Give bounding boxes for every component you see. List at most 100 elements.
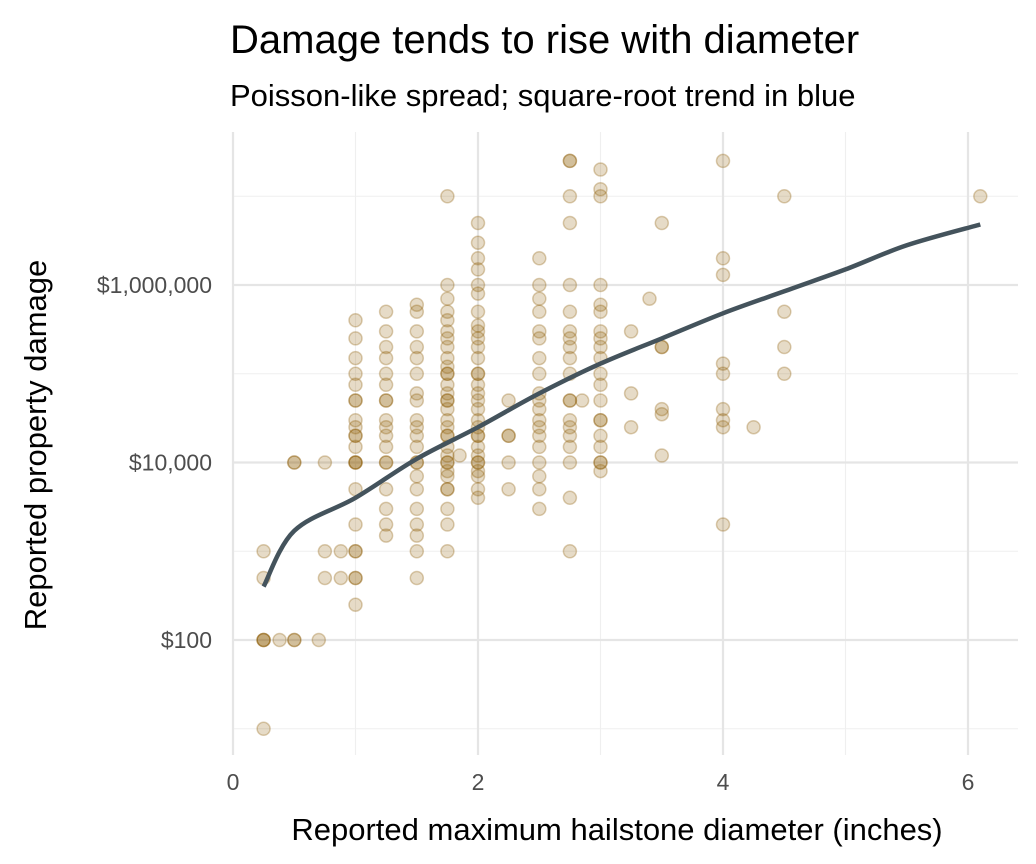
data-point	[348, 517, 363, 532]
data-point	[256, 632, 271, 648]
data-point	[440, 313, 455, 328]
data-point	[470, 324, 486, 339]
data-point	[501, 455, 516, 470]
data-point	[440, 501, 455, 517]
data-point	[532, 401, 547, 417]
y-axis-ticks: $100 $10,000 $1,000,000	[97, 272, 212, 653]
x-tick-label: 0	[227, 769, 240, 795]
data-point	[470, 386, 486, 401]
data-points	[256, 153, 988, 737]
data-point	[562, 439, 578, 455]
data-point	[440, 359, 455, 374]
data-point	[715, 356, 731, 371]
data-point	[562, 393, 578, 408]
data-point	[654, 406, 670, 422]
data-point	[440, 189, 455, 204]
data-point	[562, 215, 578, 231]
data-point	[378, 428, 394, 444]
data-point	[348, 313, 363, 328]
data-point	[378, 366, 394, 382]
data-point	[501, 428, 516, 444]
data-point	[715, 419, 731, 435]
data-point	[440, 393, 455, 408]
data-point	[440, 463, 455, 479]
data-point	[777, 339, 792, 355]
data-point	[311, 632, 327, 648]
data-point	[348, 544, 363, 559]
data-point	[470, 286, 486, 301]
y-tick-label: $10,000	[129, 450, 212, 476]
data-point	[378, 481, 394, 497]
data-point	[378, 455, 394, 470]
data-point	[562, 412, 578, 428]
data-point	[470, 468, 486, 484]
y-axis-title: Reported property damage	[18, 260, 53, 631]
data-point	[654, 215, 670, 231]
data-point	[348, 350, 363, 366]
data-point	[593, 189, 608, 204]
data-point	[562, 428, 578, 444]
data-point	[777, 304, 792, 319]
x-axis-title: Reported maximum hailstone diameter (inc…	[291, 812, 942, 847]
data-point	[409, 324, 425, 339]
data-point	[470, 215, 486, 231]
data-point	[593, 393, 608, 408]
data-point	[470, 366, 486, 382]
data-point	[348, 393, 363, 408]
data-point	[593, 366, 608, 382]
data-point	[440, 481, 455, 497]
trend-line	[261, 222, 981, 588]
data-point	[333, 570, 349, 586]
data-point	[287, 455, 302, 470]
data-point	[562, 324, 578, 339]
data-point	[777, 189, 792, 204]
data-point	[593, 412, 608, 428]
data-point	[348, 393, 363, 408]
data-point	[532, 501, 547, 517]
data-point	[348, 428, 363, 444]
data-point	[532, 412, 547, 428]
data-point	[562, 393, 578, 408]
data-point	[409, 481, 425, 497]
data-point	[623, 386, 639, 401]
data-point	[532, 291, 547, 306]
data-point	[256, 632, 271, 648]
data-point	[470, 251, 486, 266]
data-point	[440, 448, 455, 463]
data-point	[409, 393, 425, 408]
data-point	[562, 189, 578, 204]
data-point	[715, 366, 731, 382]
data-point	[440, 277, 455, 293]
data-point	[333, 544, 349, 559]
data-point	[409, 468, 425, 484]
data-point	[562, 153, 578, 169]
data-point	[715, 412, 731, 428]
data-point	[440, 468, 455, 484]
data-point	[470, 439, 486, 455]
data-point	[348, 366, 363, 382]
data-point	[256, 544, 271, 559]
data-point	[593, 331, 608, 346]
data-point	[287, 632, 302, 648]
x-tick-label: 6	[962, 769, 975, 795]
data-point	[256, 721, 271, 737]
data-point	[593, 297, 608, 312]
data-point	[501, 393, 516, 408]
data-point	[378, 412, 394, 428]
data-point	[593, 412, 608, 428]
data-point	[562, 153, 578, 169]
data-point	[562, 455, 578, 470]
data-point	[348, 331, 363, 346]
data-point	[348, 455, 363, 470]
data-point	[409, 412, 425, 428]
data-point	[378, 528, 394, 543]
data-point	[593, 428, 608, 444]
data-point	[623, 419, 639, 435]
data-point	[562, 544, 578, 559]
data-point	[378, 304, 394, 319]
data-point	[409, 428, 425, 444]
data-point	[440, 339, 455, 355]
data-point	[409, 366, 425, 382]
data-point	[532, 350, 547, 366]
data-point	[470, 350, 486, 366]
